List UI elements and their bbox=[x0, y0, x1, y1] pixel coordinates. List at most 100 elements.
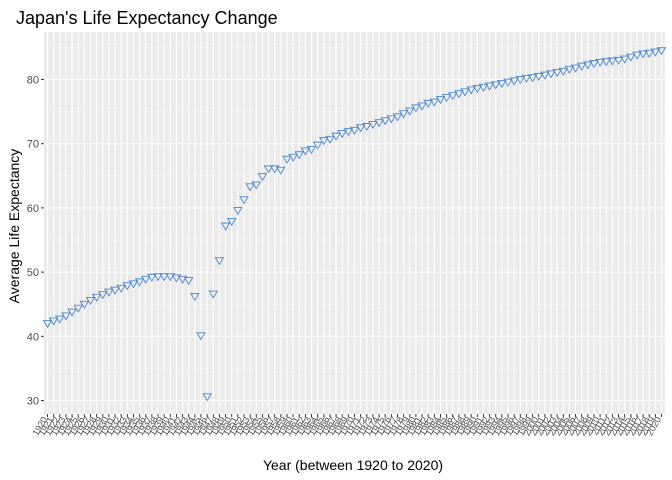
y-tick-label: 30 bbox=[27, 396, 39, 408]
data-point bbox=[226, 218, 237, 227]
data-point bbox=[564, 65, 575, 74]
y-tick-label: 80 bbox=[27, 75, 39, 87]
data-point bbox=[159, 273, 169, 282]
data-point bbox=[349, 126, 360, 135]
data-point bbox=[97, 291, 108, 300]
data-point bbox=[116, 284, 126, 293]
data-point bbox=[294, 151, 305, 160]
data-point bbox=[73, 304, 83, 313]
data-point bbox=[79, 300, 90, 309]
data-point bbox=[190, 293, 200, 302]
data-point bbox=[515, 76, 526, 85]
data-point bbox=[638, 50, 648, 59]
data-point bbox=[607, 57, 618, 66]
data-point bbox=[300, 147, 311, 156]
data-point bbox=[202, 393, 212, 402]
data-point bbox=[417, 102, 427, 111]
data-point bbox=[368, 121, 378, 130]
y-axis-title: Average Life Expectancy bbox=[6, 149, 22, 304]
y-tick-label: 40 bbox=[27, 331, 39, 343]
chart-title: Japan's Life Expectancy Change bbox=[16, 8, 278, 28]
data-point bbox=[435, 96, 446, 105]
data-point bbox=[147, 273, 157, 282]
data-point bbox=[386, 115, 397, 124]
data-point bbox=[183, 277, 194, 286]
x-axis-title: Year (between 1920 to 2020) bbox=[263, 457, 443, 473]
data-point bbox=[153, 273, 163, 282]
data-point bbox=[257, 173, 268, 182]
data-point bbox=[533, 72, 544, 81]
data-point bbox=[220, 222, 231, 231]
data-points bbox=[42, 47, 667, 402]
data-point bbox=[540, 71, 550, 80]
data-point bbox=[380, 117, 390, 126]
data-point bbox=[325, 135, 335, 144]
data-point bbox=[632, 51, 642, 60]
data-point bbox=[398, 110, 409, 119]
data-point bbox=[447, 92, 458, 101]
data-point bbox=[374, 119, 384, 128]
data-point bbox=[509, 77, 519, 86]
data-point bbox=[134, 278, 145, 287]
data-point bbox=[110, 286, 120, 295]
data-point bbox=[484, 82, 495, 91]
data-point bbox=[503, 78, 513, 87]
data-point bbox=[245, 183, 255, 192]
data-point bbox=[42, 320, 53, 329]
data-point bbox=[208, 290, 219, 299]
data-point bbox=[48, 317, 59, 326]
data-point bbox=[454, 90, 464, 99]
data-point bbox=[61, 312, 71, 321]
data-point bbox=[306, 146, 317, 155]
data-point bbox=[466, 86, 476, 95]
data-point bbox=[558, 67, 569, 76]
data-point bbox=[319, 137, 329, 146]
data-point bbox=[269, 165, 280, 174]
data-point bbox=[497, 80, 507, 89]
data-point bbox=[361, 123, 372, 132]
data-point bbox=[233, 207, 243, 216]
data-point bbox=[355, 124, 366, 133]
data-point bbox=[570, 64, 581, 73]
data-point bbox=[490, 81, 501, 90]
y-tick-label: 70 bbox=[27, 139, 39, 151]
data-point bbox=[423, 99, 433, 108]
data-point bbox=[140, 275, 151, 284]
data-point bbox=[54, 315, 65, 324]
data-point bbox=[312, 141, 323, 150]
data-point bbox=[589, 60, 599, 69]
data-point bbox=[177, 275, 188, 284]
data-point bbox=[429, 98, 440, 107]
data-point bbox=[251, 181, 262, 190]
data-point bbox=[521, 74, 532, 83]
data-point bbox=[478, 83, 489, 92]
y-tick-label: 50 bbox=[27, 267, 39, 279]
data-point bbox=[546, 70, 556, 79]
data-point bbox=[122, 282, 133, 291]
data-point bbox=[276, 166, 286, 175]
data-point bbox=[472, 85, 483, 94]
data-point bbox=[576, 62, 587, 71]
data-point bbox=[552, 69, 562, 78]
data-point bbox=[626, 53, 636, 62]
data-point bbox=[392, 113, 403, 122]
data-point bbox=[411, 104, 421, 113]
data-point bbox=[644, 49, 655, 58]
data-point bbox=[583, 61, 593, 70]
data-point bbox=[282, 155, 292, 164]
data-point bbox=[331, 132, 341, 141]
data-point bbox=[239, 196, 249, 205]
data-point bbox=[404, 107, 415, 116]
data-point bbox=[288, 153, 298, 162]
data-point bbox=[601, 58, 612, 67]
data-point bbox=[128, 280, 139, 289]
data-point bbox=[619, 55, 630, 64]
y-tick-label: 60 bbox=[27, 203, 39, 215]
data-point bbox=[104, 288, 114, 297]
data-point bbox=[460, 88, 470, 97]
data-point bbox=[214, 257, 225, 266]
data-point bbox=[441, 94, 452, 103]
x-axis: 1920192119221923192419251926192719281929… bbox=[31, 414, 663, 437]
data-point bbox=[165, 273, 176, 282]
